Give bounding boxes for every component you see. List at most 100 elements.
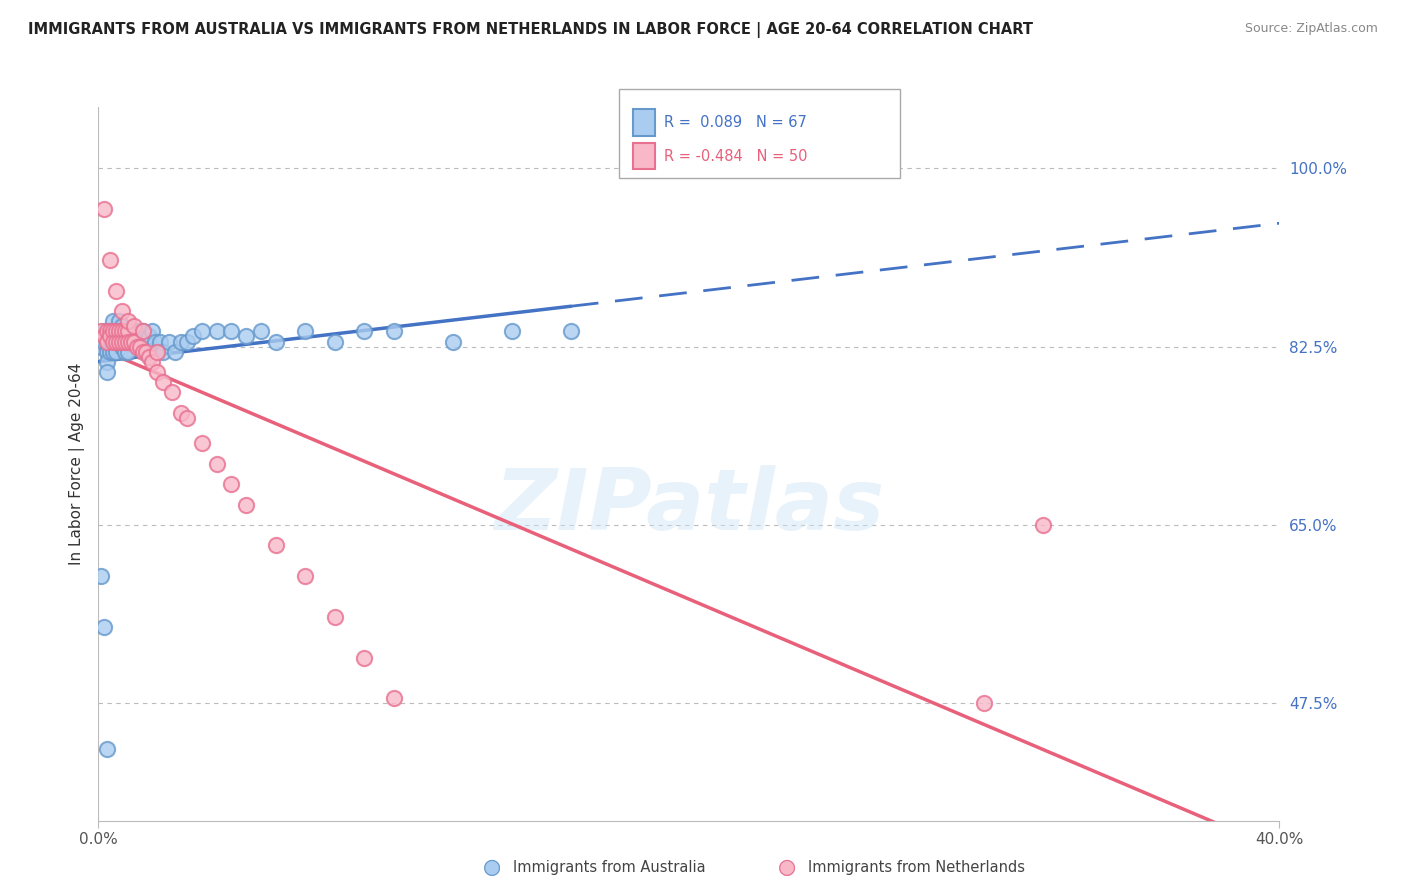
Point bbox=[132, 324, 155, 338]
Point bbox=[264, 334, 287, 349]
Point bbox=[162, 385, 183, 400]
Point bbox=[132, 324, 155, 338]
Point bbox=[111, 340, 134, 354]
Point bbox=[250, 324, 273, 338]
Point bbox=[135, 344, 157, 359]
Point bbox=[146, 365, 169, 379]
Point bbox=[441, 334, 464, 349]
Point bbox=[98, 324, 121, 338]
Point bbox=[235, 498, 257, 512]
Point bbox=[141, 324, 163, 338]
Point bbox=[117, 334, 139, 349]
Point bbox=[120, 334, 142, 349]
Point bbox=[90, 569, 112, 583]
Point bbox=[103, 344, 125, 359]
Point bbox=[323, 609, 346, 624]
Point bbox=[122, 334, 145, 349]
Point bbox=[96, 334, 118, 349]
Point bbox=[108, 334, 131, 349]
Point bbox=[135, 334, 157, 349]
Point bbox=[111, 324, 134, 338]
Point bbox=[382, 324, 405, 338]
Point bbox=[90, 324, 112, 338]
Point bbox=[117, 324, 139, 338]
Text: Immigrants from Netherlands: Immigrants from Netherlands bbox=[808, 860, 1025, 874]
Point bbox=[105, 334, 128, 349]
Point bbox=[117, 314, 139, 328]
Point bbox=[149, 334, 172, 349]
Point bbox=[93, 202, 115, 216]
Y-axis label: In Labor Force | Age 20-64: In Labor Force | Age 20-64 bbox=[69, 363, 84, 565]
Point bbox=[111, 329, 134, 343]
Point bbox=[181, 329, 204, 343]
Point bbox=[96, 334, 118, 349]
Point bbox=[96, 324, 118, 338]
Point bbox=[114, 334, 136, 349]
Point bbox=[103, 334, 125, 349]
Point bbox=[122, 324, 145, 338]
Point bbox=[264, 538, 287, 552]
Point bbox=[117, 344, 139, 359]
Text: ●: ● bbox=[484, 857, 501, 877]
Point bbox=[120, 324, 142, 338]
Point bbox=[96, 365, 118, 379]
Point bbox=[128, 324, 150, 338]
Point bbox=[191, 436, 214, 450]
Point bbox=[353, 324, 375, 338]
Text: R =  0.089   N = 67: R = 0.089 N = 67 bbox=[664, 115, 807, 129]
Point bbox=[973, 697, 995, 711]
Point bbox=[111, 304, 134, 318]
Point bbox=[122, 334, 145, 349]
Point bbox=[143, 334, 166, 349]
Point bbox=[221, 477, 243, 491]
Text: Source: ZipAtlas.com: Source: ZipAtlas.com bbox=[1244, 22, 1378, 36]
Point bbox=[111, 334, 134, 349]
Point bbox=[125, 324, 148, 338]
Point bbox=[323, 334, 346, 349]
Point bbox=[170, 334, 193, 349]
Point bbox=[138, 329, 160, 343]
Point bbox=[108, 334, 131, 349]
Point bbox=[122, 319, 145, 334]
Point bbox=[96, 742, 118, 756]
Point bbox=[1032, 518, 1054, 533]
Point bbox=[141, 355, 163, 369]
Point bbox=[152, 376, 174, 390]
Point bbox=[165, 344, 187, 359]
Text: R = -0.484   N = 50: R = -0.484 N = 50 bbox=[664, 149, 807, 163]
Point bbox=[176, 411, 198, 425]
Point bbox=[382, 691, 405, 706]
Text: ○: ○ bbox=[779, 857, 796, 877]
Point bbox=[105, 334, 128, 349]
Text: ○: ○ bbox=[484, 857, 501, 877]
Point bbox=[191, 324, 214, 338]
Point bbox=[105, 324, 128, 338]
Point bbox=[98, 324, 121, 338]
Point bbox=[135, 344, 157, 359]
Point bbox=[98, 344, 121, 359]
Point bbox=[294, 324, 316, 338]
Text: Immigrants from Australia: Immigrants from Australia bbox=[513, 860, 706, 874]
Point bbox=[294, 569, 316, 583]
Point bbox=[93, 324, 115, 338]
Point bbox=[146, 344, 169, 359]
Point bbox=[170, 406, 193, 420]
Point bbox=[152, 344, 174, 359]
Point bbox=[146, 344, 169, 359]
Point bbox=[114, 344, 136, 359]
Point bbox=[105, 284, 128, 298]
Point bbox=[114, 324, 136, 338]
Point bbox=[111, 319, 134, 334]
Text: IMMIGRANTS FROM AUSTRALIA VS IMMIGRANTS FROM NETHERLANDS IN LABOR FORCE | AGE 20: IMMIGRANTS FROM AUSTRALIA VS IMMIGRANTS … bbox=[28, 22, 1033, 38]
Point bbox=[117, 334, 139, 349]
Point bbox=[93, 329, 115, 343]
Point bbox=[90, 340, 112, 354]
Point bbox=[108, 314, 131, 328]
Point bbox=[353, 650, 375, 665]
Point bbox=[235, 329, 257, 343]
Point bbox=[96, 355, 118, 369]
Point bbox=[205, 457, 228, 471]
Point bbox=[117, 324, 139, 338]
Point bbox=[157, 334, 180, 349]
Point bbox=[125, 334, 148, 349]
